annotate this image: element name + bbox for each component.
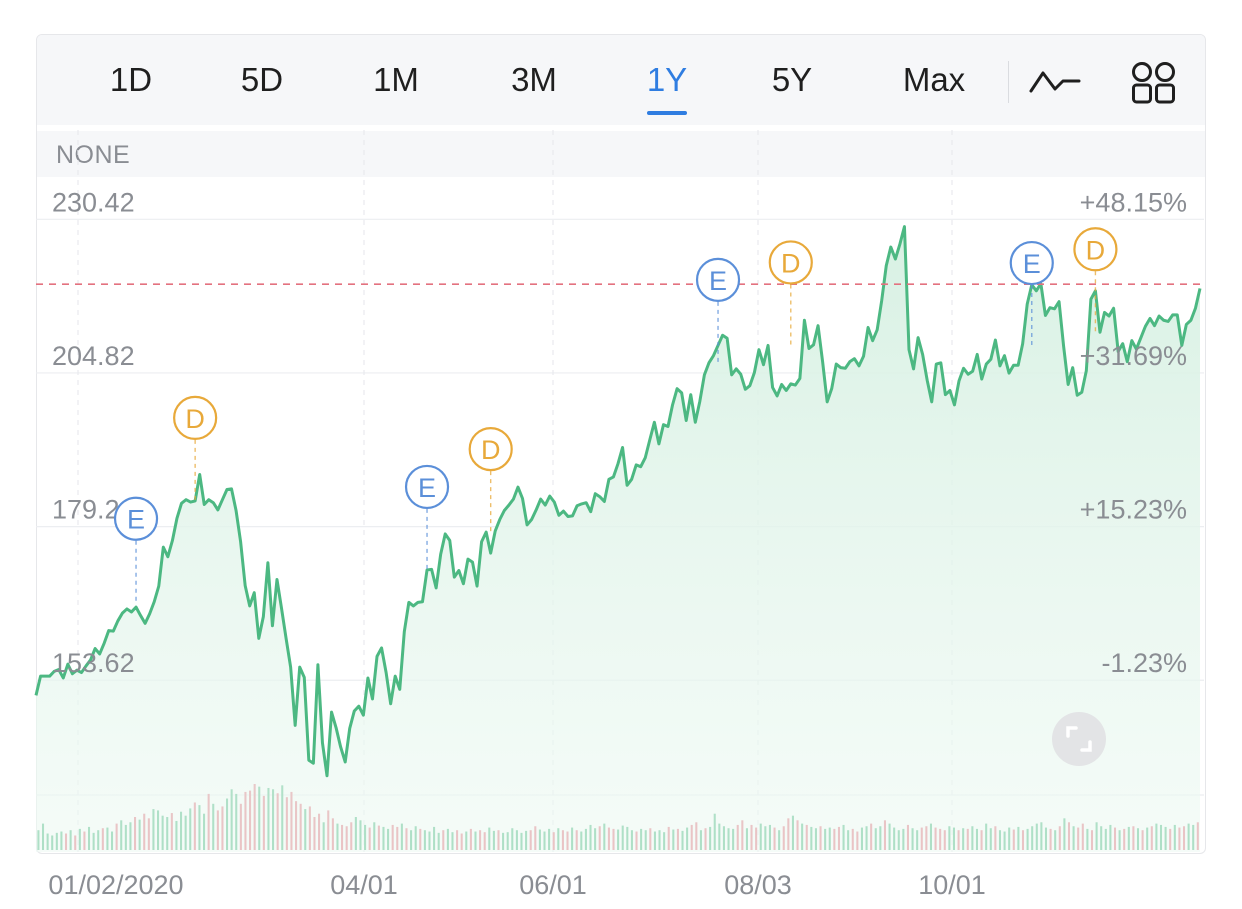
indicator-label: NONE (56, 141, 131, 169)
indicator-bar[interactable]: NONE (37, 131, 1205, 177)
tab-1d[interactable]: 1D (109, 61, 153, 98)
pct-tick-0: +48.15% (1080, 187, 1187, 217)
grid-layout-icon[interactable] (1131, 61, 1177, 105)
price-area (36, 226, 1200, 852)
price-tick-0: 230.42 (52, 187, 135, 217)
price-axis-labels: 230.42 +48.15%204.82 +31.69%179.22 +15.23%1… (52, 187, 1187, 678)
x-label-3: 08/03 (724, 870, 792, 900)
pct-tick-1: +31.69% (1080, 341, 1187, 371)
earnings-marker (695, 257, 741, 302)
event-markers: E D E D E D E D (113, 227, 1118, 602)
event-label-1: D (185, 404, 205, 434)
x-label-1: 04/01 (330, 870, 398, 900)
event-label-0: E (127, 505, 145, 535)
pct-tick-2: +15.23% (1080, 495, 1187, 525)
timeframe-tabs: 1D 5D 1M 3M 1Y 5Y Max (37, 35, 1205, 125)
event-label-3: D (481, 435, 501, 465)
earnings-marker (404, 464, 450, 510)
event-label-7: D (1086, 235, 1106, 265)
dividend-marker (1073, 227, 1118, 272)
price-line (34, 225, 1202, 778)
price-tick-3: 153.62 (52, 648, 135, 678)
event-label-2: E (418, 473, 436, 503)
fullscreen-icon (1066, 726, 1092, 752)
event-label-4: E (709, 266, 727, 296)
event-label-5: D (781, 248, 801, 278)
x-label-0: 01/02/2020 (48, 870, 184, 900)
x-label-2: 06/01 (519, 870, 587, 900)
dividend-marker (468, 427, 513, 472)
active-tab-indicator (647, 111, 687, 115)
tab-3m[interactable]: 3M (511, 61, 557, 98)
earnings-marker (113, 496, 159, 541)
tab-1y[interactable]: 1Y (646, 61, 688, 98)
tab-1m[interactable]: 1M (373, 61, 419, 98)
dividend-marker (173, 395, 218, 441)
line-chart-icon[interactable] (1029, 65, 1081, 97)
tab-max[interactable]: Max (902, 61, 966, 98)
tabs-divider (1008, 61, 1009, 103)
earnings-marker (1009, 240, 1054, 286)
fullscreen-button[interactable] (1052, 712, 1106, 766)
x-label-4: 10/01 (918, 870, 986, 900)
dividend-marker (768, 240, 813, 285)
tab-5d[interactable]: 5D (240, 61, 284, 98)
tab-5y[interactable]: 5Y (771, 61, 813, 98)
price-tick-1: 204.82 (52, 341, 135, 371)
event-label-6: E (1023, 249, 1041, 279)
pct-tick-3: -1.23% (1101, 648, 1187, 678)
